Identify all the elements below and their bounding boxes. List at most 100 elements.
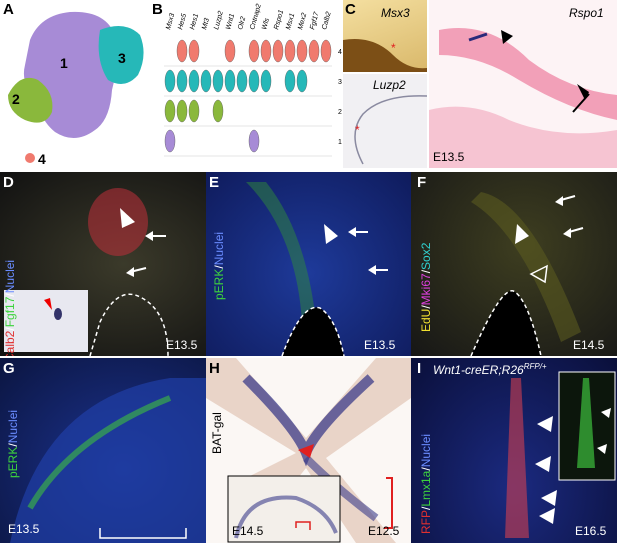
arrowhead-i-3 xyxy=(541,490,557,506)
rspo1-label: Rspo1 xyxy=(569,6,604,20)
gene-label-mex2: Mex2 xyxy=(297,12,308,30)
panel-e: E pERK/Nuclei E13.5 xyxy=(206,172,411,356)
svg-text:*: * xyxy=(355,123,360,137)
row-labels: 4 3 2 1 xyxy=(338,49,342,146)
panel-c-stage: E13.5 xyxy=(433,150,465,164)
violin xyxy=(308,39,320,63)
gene-label-mt3: Mt3 xyxy=(201,17,211,30)
panel-f-markers: EdU/Mki67/Sox2 xyxy=(419,242,433,332)
violin xyxy=(284,39,296,63)
gene-label-hes1: Hes1 xyxy=(189,13,200,31)
violin xyxy=(164,69,176,93)
violin xyxy=(272,39,284,63)
panel-h-stage: E12.5 xyxy=(368,524,400,538)
gene-label-cntnap2: Cntnap2 xyxy=(249,3,263,30)
violin xyxy=(176,39,188,63)
violin xyxy=(164,99,176,123)
panel-d-label: D xyxy=(3,174,14,191)
panel-d-stage: E13.5 xyxy=(166,338,198,352)
violin xyxy=(224,39,236,63)
panel-h-marker: BAT-gal xyxy=(210,412,224,454)
cluster-label-2: 2 xyxy=(12,91,20,107)
panel-e-markers: pERK/Nuclei xyxy=(212,231,226,300)
violin xyxy=(188,39,200,63)
gene-label-msx1: Msx1 xyxy=(285,12,296,30)
panel-i-markers: RFP/Lmx1a/Nuclei xyxy=(419,433,433,534)
row-label-3: 3 xyxy=(338,79,342,86)
cluster-2 xyxy=(8,77,53,123)
panel-g: G pERK/Nuclei E13.5 xyxy=(0,358,206,543)
violin xyxy=(248,69,260,93)
violin xyxy=(236,69,248,93)
gene-label-msx3: Msx3 xyxy=(165,12,176,30)
violin xyxy=(320,39,332,63)
violin xyxy=(212,69,224,93)
violin xyxy=(284,69,296,93)
arrowhead-d xyxy=(120,208,135,228)
arrowhead-i-2 xyxy=(535,456,551,472)
panel-e-stage: E13.5 xyxy=(364,338,396,352)
violin xyxy=(176,69,188,93)
panel-f-stage: E14.5 xyxy=(573,338,605,352)
violin xyxy=(200,69,212,93)
panel-i-stage: E16.5 xyxy=(575,524,607,538)
violin xyxy=(260,69,272,93)
panel-a-label: A xyxy=(3,1,14,18)
gene-label-wnt1: Wnt1 xyxy=(225,13,236,31)
cluster-label-4: 4 xyxy=(38,151,46,167)
violin xyxy=(176,99,188,123)
open-arrowhead-f xyxy=(529,264,548,284)
violin xyxy=(188,69,200,93)
arrowhead-i-1 xyxy=(537,416,553,432)
arrowhead-i-4 xyxy=(539,508,555,524)
cluster-3 xyxy=(98,26,144,84)
gene-label-hes5: Hes5 xyxy=(177,13,188,31)
panel-e-label: E xyxy=(209,174,220,191)
panel-c-label: C xyxy=(345,1,356,18)
panel-b: B Msx3 Hes5 Hes1 Mt3 Luzp2 Wnt1 Olr2 Cntnap2 Wls… xyxy=(150,0,343,168)
panel-d-markers: Calb2/Fgf17/Nuclei xyxy=(3,259,17,356)
gene-label-wls: Wls xyxy=(261,17,271,31)
panel-c: C * Msx3 * Luzp2 Rspo1 E13.5 xyxy=(343,0,617,168)
panel-g-label: G xyxy=(3,360,15,377)
gene-label-rspo1: Rspo1 xyxy=(273,9,285,30)
violin xyxy=(248,129,260,153)
gene-label-luzp2: Luzp2 xyxy=(213,10,225,30)
panel-i-title: Wnt1-creER;R26RFP/+ xyxy=(433,362,547,377)
gene-label-calb2: Calb2 xyxy=(321,11,333,31)
panel-i: I Wnt1-creER;R26RFP/+ RFP/Lmx1a/Nuclei E… xyxy=(411,358,617,543)
panel-a: A 1 2 3 4 xyxy=(0,0,150,168)
violin xyxy=(164,129,176,153)
panel-i-label: I xyxy=(417,360,422,377)
svg-text:*: * xyxy=(391,41,396,55)
arrowhead-e xyxy=(324,224,338,244)
cluster-label-1: 1 xyxy=(60,55,68,71)
panel-h-label: H xyxy=(209,360,220,377)
panel-b-label: B xyxy=(152,1,163,18)
gene-label-olr2: Olr2 xyxy=(237,16,247,31)
panel-g-stage: E13.5 xyxy=(8,522,40,536)
arrowhead-1 xyxy=(501,30,513,44)
cluster-label-3: 3 xyxy=(118,50,126,66)
msx3-label: Msx3 xyxy=(381,6,410,20)
panel-d: D Calb2/Fgf17/Nuclei E13.5 xyxy=(0,172,206,356)
luzp2-image: * Luzp2 xyxy=(343,74,428,168)
violin xyxy=(260,39,272,63)
panel-g-markers: pERK/Nuclei xyxy=(6,409,20,478)
violin xyxy=(188,99,200,123)
panel-f-label: F xyxy=(417,174,427,191)
violin xyxy=(224,69,236,93)
panel-h-stage-inset: E14.5 xyxy=(232,524,264,538)
row-label-4: 4 xyxy=(338,49,342,56)
panel-h: H BAT-gal E14.5 E12.5 xyxy=(206,358,411,543)
violin xyxy=(212,99,224,123)
row-label-2: 2 xyxy=(338,109,342,116)
cluster-4 xyxy=(25,153,35,163)
rspo1-image: Rspo1 E13.5 xyxy=(429,0,617,168)
arrowhead-f xyxy=(515,224,529,244)
arrowhead-h xyxy=(298,444,314,458)
violin xyxy=(296,69,308,93)
msx3-image: * Msx3 xyxy=(343,0,427,72)
